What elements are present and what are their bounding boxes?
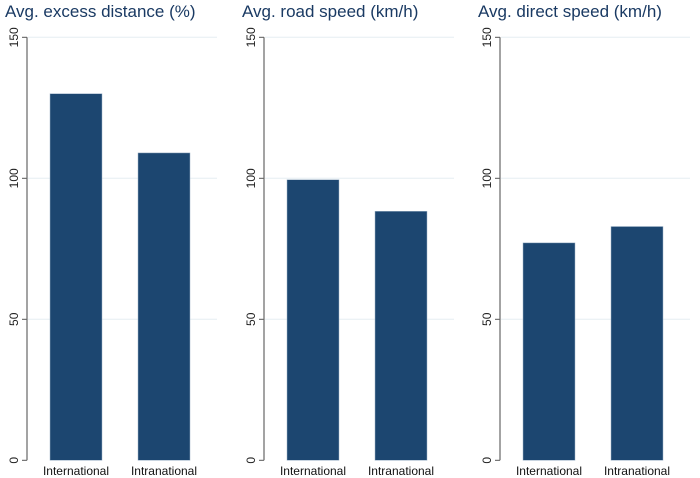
bar-intranational [610,226,664,461]
x-category-label: Intranational [368,464,434,478]
y-tick-label: 0 [7,457,21,464]
y-tick-label: 100 [480,168,494,188]
y-tick-label: 50 [244,312,258,326]
bar-international [49,93,103,461]
y-tick-label: 150 [244,27,258,47]
y-tick-label: 150 [7,27,21,47]
x-category-label: International [43,464,109,478]
y-tick-label: 50 [7,312,21,326]
bar-intranational [374,211,428,461]
panel-title: Avg. excess distance (%) [5,2,196,21]
panel-title: Avg. road speed (km/h) [242,2,418,21]
panel-1: Avg. excess distance (%) 0 50 100 150 Interna… [5,2,217,478]
y-tick-label: 50 [480,312,494,326]
panel-title: Avg. direct speed (km/h) [478,2,662,21]
y-tick-label: 100 [7,168,21,188]
y-tick-label: 0 [244,457,258,464]
x-category-label: International [516,464,582,478]
bar-international [522,242,576,461]
x-category-label: International [280,464,346,478]
x-category-label: Intranational [131,464,197,478]
bar-intranational [137,152,191,461]
panel-2: Avg. road speed (km/h) 0 50 100 150 Internati… [242,2,454,478]
y-tick-label: 100 [244,168,258,188]
y-tick-label: 0 [480,457,494,464]
bar-international [286,179,340,461]
y-tick-label: 150 [480,27,494,47]
panel-3: Avg. direct speed (km/h) 0 50 100 150 Interna… [478,2,690,478]
x-category-label: Intranational [604,464,670,478]
